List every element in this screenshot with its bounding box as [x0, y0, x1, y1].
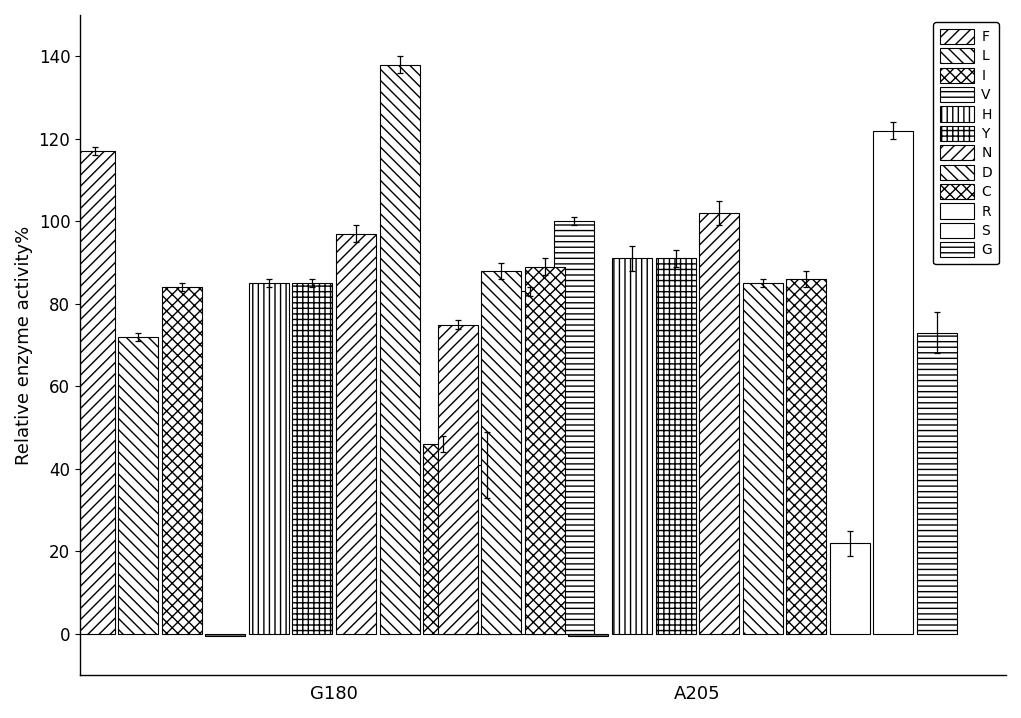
Bar	[292, 283, 333, 634]
Bar	[249, 283, 289, 634]
Bar	[205, 634, 245, 636]
Bar	[553, 221, 594, 634]
Bar	[612, 258, 652, 634]
Bar	[467, 465, 506, 634]
Bar	[873, 131, 914, 634]
Bar	[118, 337, 158, 634]
Bar	[569, 634, 609, 636]
Bar	[481, 271, 522, 634]
Y-axis label: Relative enzyme activity%: Relative enzyme activity%	[15, 225, 33, 465]
Bar	[161, 287, 202, 634]
Bar	[423, 444, 464, 634]
Legend: F, L, I, V, H, Y, N, D, C, R, S, G: F, L, I, V, H, Y, N, D, C, R, S, G	[933, 22, 1000, 264]
Bar	[380, 65, 420, 634]
Bar	[917, 332, 957, 634]
Bar	[742, 283, 783, 634]
Bar	[655, 258, 695, 634]
Bar	[699, 213, 739, 634]
Bar	[438, 325, 478, 634]
Bar	[525, 266, 565, 634]
Bar	[830, 544, 870, 634]
Bar	[336, 234, 376, 634]
Bar	[786, 279, 826, 634]
Bar	[75, 151, 114, 634]
Bar	[510, 292, 550, 634]
